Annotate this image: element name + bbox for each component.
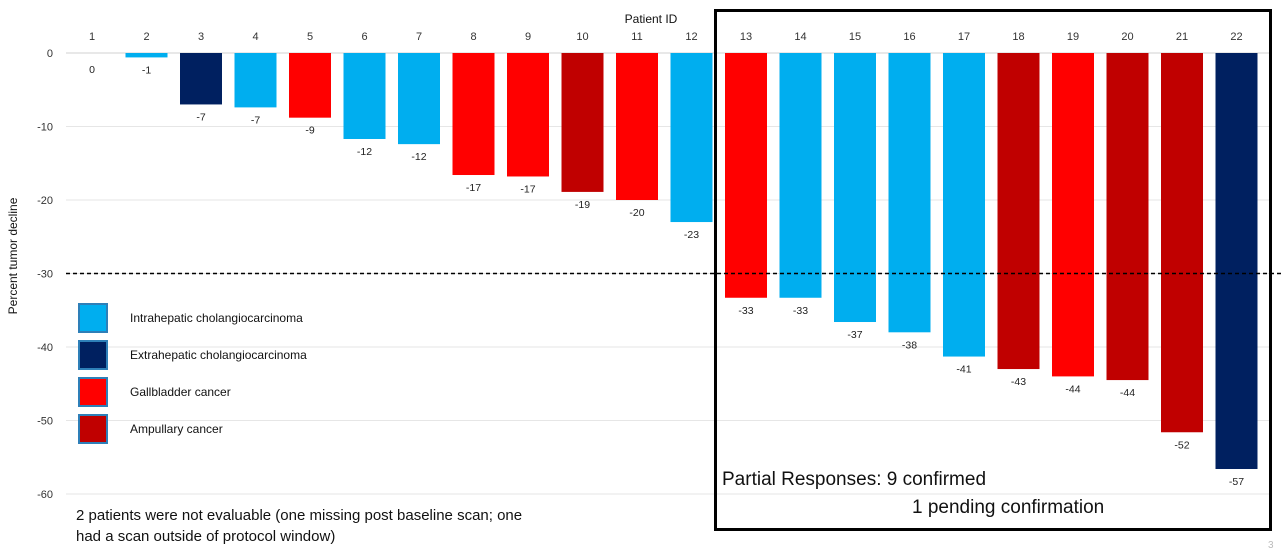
- x-axis-title: Patient ID: [625, 12, 678, 26]
- y-tick-label: -40: [37, 342, 53, 354]
- value-label: -37: [847, 329, 862, 341]
- legend-swatch: [78, 377, 108, 407]
- value-label: -20: [629, 207, 644, 219]
- legend-item: Intrahepatic cholangiocarcinoma: [78, 303, 307, 333]
- value-label: -43: [1011, 376, 1026, 388]
- x-tick-label: 10: [576, 31, 588, 43]
- y-tick-label: -30: [37, 269, 53, 281]
- x-tick-label: 1: [89, 31, 95, 43]
- x-tick-label: 13: [740, 31, 752, 43]
- value-label: -33: [793, 305, 808, 317]
- x-tick-label: 12: [685, 31, 697, 43]
- value-label: -19: [575, 199, 590, 211]
- bar: [507, 53, 549, 177]
- bar: [1052, 53, 1094, 377]
- x-tick-label: 3: [198, 31, 204, 43]
- grid-lines: [66, 52, 1270, 495]
- legend-label: Gallbladder cancer: [130, 385, 231, 399]
- legend-swatch: [78, 340, 108, 370]
- value-label: -57: [1229, 476, 1244, 488]
- x-tick-label: 4: [252, 31, 258, 43]
- bar: [943, 53, 985, 357]
- bar: [289, 53, 331, 118]
- bar: [343, 53, 386, 139]
- value-label: -17: [520, 183, 535, 195]
- partial-response-box: [714, 9, 1272, 531]
- partial-response-line-2: 1 pending confirmation: [912, 497, 1105, 518]
- legend-item: Extrahepatic cholangiocarcinoma: [78, 340, 307, 370]
- bar: [1161, 53, 1203, 433]
- bar: [670, 53, 713, 223]
- bar: [452, 53, 495, 176]
- value-label: -9: [305, 125, 314, 137]
- bar: [561, 53, 604, 192]
- legend-swatch: [78, 303, 108, 333]
- bar: [616, 53, 658, 200]
- x-tick-label: 21: [1176, 31, 1188, 43]
- page-number: 3: [1268, 540, 1274, 551]
- x-tick-label: 19: [1067, 31, 1079, 43]
- bar: [834, 53, 876, 323]
- value-label: -41: [956, 364, 971, 376]
- value-label: -7: [251, 114, 260, 126]
- x-tick-label: 17: [958, 31, 970, 43]
- y-tick-label: -50: [37, 416, 53, 428]
- legend: Intrahepatic cholangiocarcinoma Extrahepa…: [78, 303, 307, 452]
- x-tick-label: 14: [794, 31, 806, 43]
- partial-response-line-1: Partial Responses: 9 confirmed: [722, 469, 987, 490]
- y-tick-label: -20: [37, 195, 53, 207]
- y-tick-label: -10: [37, 122, 53, 134]
- x-tick-label: 9: [525, 31, 531, 43]
- value-label: -17: [466, 182, 481, 194]
- bar: [888, 53, 931, 333]
- x-tick-label: 22: [1230, 31, 1242, 43]
- value-label: -7: [196, 111, 205, 123]
- x-tick-label: 16: [903, 31, 915, 43]
- bar: [234, 53, 277, 108]
- value-label: 0: [89, 64, 95, 76]
- bar: [398, 53, 440, 145]
- value-label: -44: [1065, 383, 1080, 395]
- legend-item: Ampullary cancer: [78, 414, 307, 444]
- y-axis-title: Percent tumor decline: [6, 197, 20, 314]
- value-label: -12: [357, 146, 372, 158]
- value-label: -12: [411, 151, 426, 163]
- legend-label: Extrahepatic cholangiocarcinoma: [130, 348, 307, 362]
- value-label: -23: [684, 229, 699, 241]
- x-tick-label: 15: [849, 31, 861, 43]
- not-evaluable-note: 2 patients were not evaluable (one missi…: [76, 507, 523, 545]
- x-tick-label: 2: [143, 31, 149, 43]
- bar: [125, 53, 168, 58]
- legend-label: Ampullary cancer: [130, 422, 223, 436]
- bar: [1106, 53, 1149, 381]
- x-tick-label: 7: [416, 31, 422, 43]
- y-tick-label: 0: [47, 48, 53, 60]
- bar: [725, 53, 767, 298]
- legend-label: Intrahepatic cholangiocarcinoma: [130, 311, 303, 325]
- bar: [779, 53, 822, 298]
- x-tick-label: 18: [1012, 31, 1024, 43]
- bar: [1215, 53, 1258, 470]
- value-label: -1: [142, 64, 151, 76]
- bar: [180, 53, 222, 105]
- legend-item: Gallbladder cancer: [78, 377, 307, 407]
- x-tick-label: 11: [631, 31, 642, 43]
- x-tick-label: 6: [361, 31, 367, 43]
- x-tick-label: 20: [1121, 31, 1133, 43]
- x-tick-label: 5: [307, 31, 313, 43]
- value-label: -52: [1174, 439, 1189, 451]
- x-tick-labels: 1 2 3 4 5 6 7 8 9 10 11 12 13 14 15 16 17 18 19 20 21 22: [89, 31, 1243, 43]
- value-labels: 0 -1 -7 -7 -9 -12 -12 -17 -17 -19 -20 -23 -33 -33 -37 -…: [89, 64, 1244, 488]
- y-tick-labels: 0 -10 -20 -30 -40 -50 -60: [37, 48, 53, 501]
- bar: [997, 53, 1040, 370]
- x-tick-label: 8: [470, 31, 476, 43]
- bars: [125, 53, 1258, 470]
- legend-swatch: [78, 414, 108, 444]
- y-tick-label: -60: [37, 489, 53, 501]
- value-label: -44: [1120, 387, 1135, 399]
- value-label: -38: [902, 339, 917, 351]
- partial-response-text: Partial Responses: 9 confirmed 1 pending…: [722, 466, 1104, 522]
- value-label: -33: [738, 305, 753, 317]
